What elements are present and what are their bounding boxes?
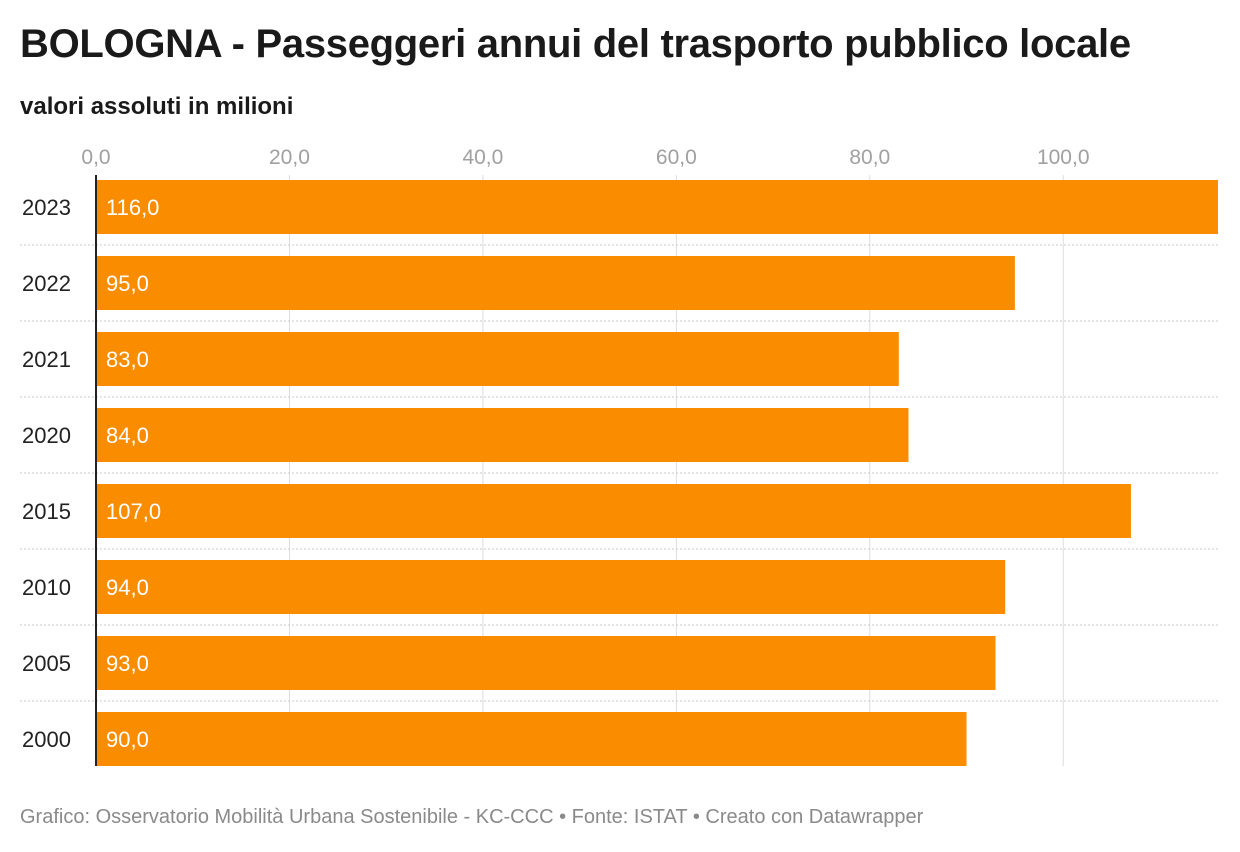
x-tick-label: 40,0 [462,146,503,169]
bar-value-label: 90,0 [106,727,149,752]
x-axis-ticks: 0,0 20,0 40,0 60,0 80,0 100,0 [81,146,1089,169]
footer-source: Fonte: ISTAT [571,806,688,828]
bar [96,636,996,690]
bar-rows: 2023 116,0 2022 95,0 2021 83,0 2020 84,0 2015 107… [20,180,1218,766]
category-label: 2020 [22,423,71,448]
bar-value-label: 84,0 [106,423,149,448]
x-tick-label: 20,0 [269,146,310,169]
category-label: 2005 [22,651,71,676]
bar [96,712,967,766]
x-tick-label: 0,0 [81,146,110,169]
bar-value-label: 93,0 [106,651,149,676]
bar [96,256,1015,310]
footer-separator: • [559,806,567,828]
chart-title: BOLOGNA - Passeggeri annui del trasporto… [20,22,1131,66]
footer-credit: Grafico: Osservatorio Mobilità Urbana So… [20,806,554,828]
bar [96,180,1218,234]
category-label: 2022 [22,271,71,296]
footer-separator: • [692,806,700,828]
x-tick-label: 80,0 [849,146,890,169]
bar-value-label: 95,0 [106,271,149,296]
bar-value-label: 94,0 [106,575,149,600]
bar [96,560,1006,614]
bar [96,408,909,462]
bar-value-label: 83,0 [106,347,149,372]
footer-tool: Creato con Datawrapper [705,806,924,828]
category-label: 2000 [22,727,71,752]
category-label: 2021 [22,347,71,372]
bar-value-label: 107,0 [106,499,161,524]
bar-value-label: 116,0 [106,195,159,220]
category-label: 2015 [22,499,71,524]
bar-chart: 0,0 20,0 40,0 60,0 80,0 100,0 2023 116,0 2022 95… [20,146,1218,766]
category-label: 2023 [22,195,71,220]
chart-footer: Grafico: Osservatorio Mobilità Urbana So… [20,806,923,829]
x-tick-label: 60,0 [656,146,697,169]
category-label: 2010 [22,575,71,600]
x-tick-label: 100,0 [1037,146,1090,169]
chart-subtitle: valori assoluti in milioni [20,93,294,120]
bar [96,332,899,386]
bar [96,484,1131,538]
